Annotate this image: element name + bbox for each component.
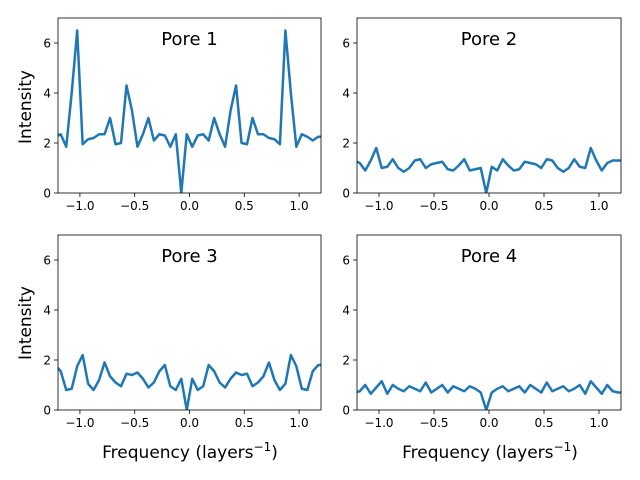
- panel-title: Pore 3: [161, 246, 217, 267]
- x-axis-label-right: Frequency (layers−1): [402, 440, 578, 463]
- y-tick-label: 0: [342, 404, 350, 418]
- x-tick-label: −1.0: [65, 199, 94, 213]
- y-tick-label: 0: [342, 187, 350, 201]
- y-tick-label: 0: [43, 187, 51, 201]
- x-tick-label: 1.0: [290, 416, 309, 430]
- x-tick-label: −0.5: [120, 199, 149, 213]
- x-tick-label: 0.5: [235, 416, 254, 430]
- y-tick-label: 0: [43, 404, 51, 418]
- x-tick-label: 1.0: [589, 199, 608, 213]
- y-tick-label: 4: [342, 304, 350, 318]
- y-tick-label: 6: [342, 254, 350, 268]
- y-axis-label-bottom: Intensity: [16, 286, 36, 360]
- panel-title: Pore 2: [461, 29, 517, 50]
- x-tick-label: 0.5: [534, 199, 553, 213]
- y-tick-label: 6: [342, 37, 350, 51]
- x-tick-label: 1.0: [589, 416, 608, 430]
- x-tick-label: −0.5: [120, 416, 149, 430]
- x-tick-label: 0.5: [534, 416, 553, 430]
- x-tick-label: −0.5: [419, 199, 448, 213]
- y-tick-label: 2: [43, 354, 51, 368]
- x-tick-label: 0.5: [235, 199, 254, 213]
- x-tick-label: 0.0: [479, 199, 498, 213]
- y-tick-label: 2: [342, 354, 350, 368]
- y-tick-label: 6: [43, 254, 51, 268]
- x-axis-label-left: Frequency (layers−1): [102, 440, 278, 463]
- panel-title: Pore 4: [461, 246, 517, 267]
- x-axis-label-superscript: −1: [554, 440, 572, 454]
- x-tick-label: 1.0: [290, 199, 309, 213]
- y-tick-label: 2: [342, 137, 350, 151]
- y-tick-label: 4: [43, 87, 51, 101]
- x-axis-label-text: Frequency (layers: [402, 443, 554, 463]
- x-tick-label: 0.0: [180, 199, 199, 213]
- x-tick-label: −0.5: [419, 416, 448, 430]
- x-axis-label-close: ): [571, 443, 578, 463]
- x-axis-label-superscript: −1: [254, 440, 272, 454]
- panel-title: Pore 1: [161, 29, 217, 50]
- y-tick-label: 2: [43, 137, 51, 151]
- y-tick-label: 4: [342, 87, 350, 101]
- y-tick-label: 6: [43, 37, 51, 51]
- y-axis-label-top: Intensity: [16, 70, 36, 144]
- x-axis-label-text: Frequency (layers: [102, 443, 254, 463]
- x-tick-label: −1.0: [364, 416, 393, 430]
- x-tick-label: 0.0: [479, 416, 498, 430]
- x-axis-label-close: ): [271, 443, 278, 463]
- x-tick-label: −1.0: [364, 199, 393, 213]
- x-tick-label: −1.0: [65, 416, 94, 430]
- x-tick-label: 0.0: [180, 416, 199, 430]
- y-tick-label: 4: [43, 304, 51, 318]
